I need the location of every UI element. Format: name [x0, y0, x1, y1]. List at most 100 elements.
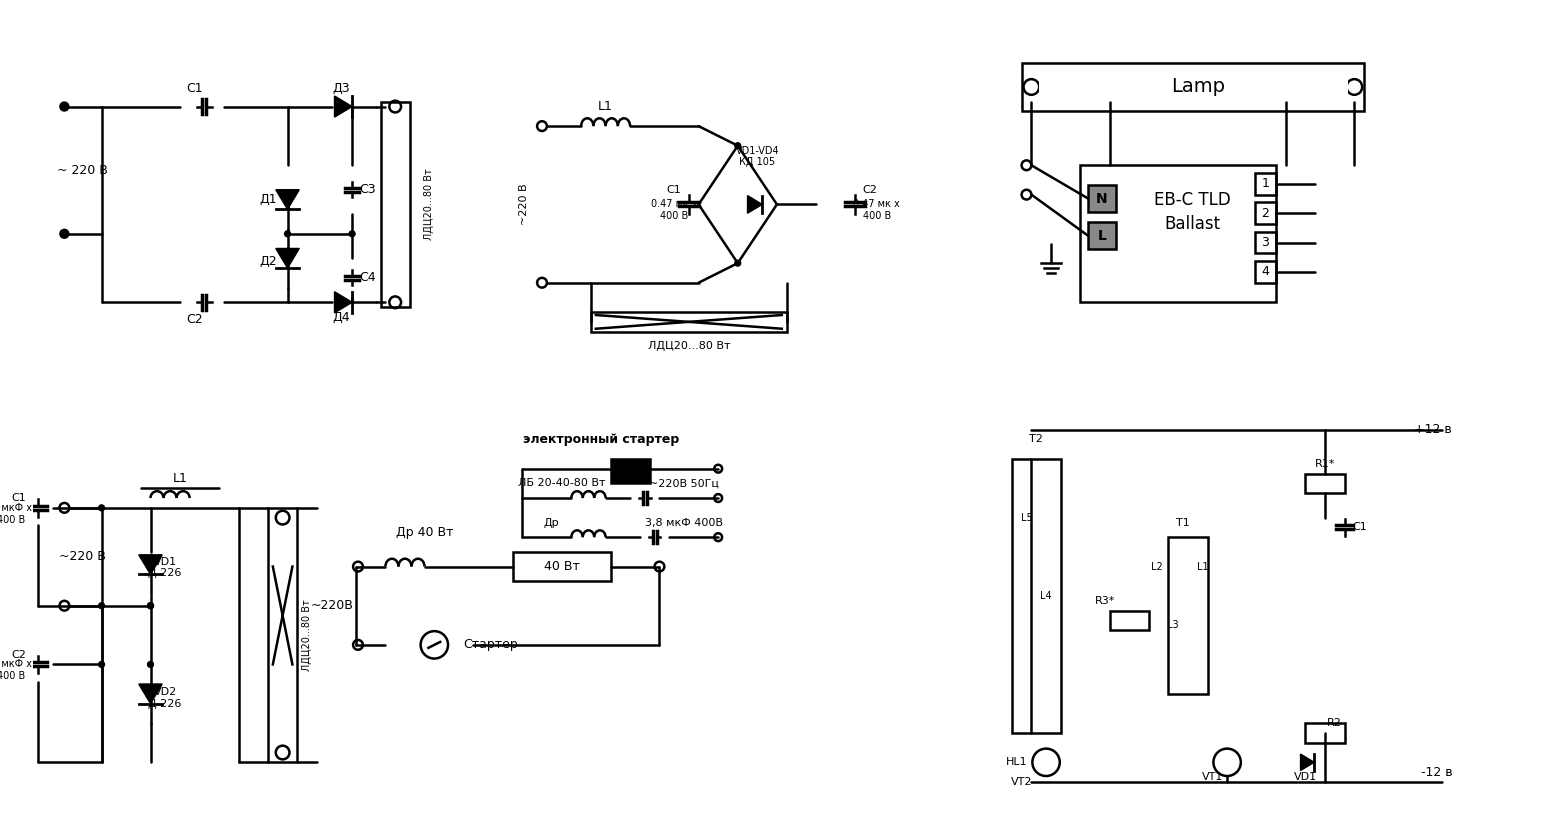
Text: Д 226: Д 226 [148, 698, 182, 708]
Bar [1081, 166, 1277, 302]
Circle shape [285, 231, 291, 237]
Text: VD1: VD1 [154, 557, 177, 566]
Text: С4: С4 [359, 272, 376, 284]
Text: С2: С2 [11, 650, 26, 659]
Bar [1255, 173, 1277, 195]
Polygon shape [748, 196, 762, 213]
Text: 400 В: 400 В [863, 211, 891, 221]
Text: +12 в: +12 в [1415, 423, 1452, 436]
Text: 400 В: 400 В [0, 515, 25, 525]
Circle shape [736, 143, 740, 149]
Polygon shape [138, 684, 162, 703]
Text: Д3: Д3 [333, 82, 350, 95]
Text: Д2: Д2 [260, 255, 277, 268]
Text: ЛБ 20-40-80 Вт: ЛБ 20-40-80 Вт [518, 478, 605, 488]
Text: L3: L3 [1168, 620, 1179, 630]
Text: ~220 В: ~220 В [59, 550, 106, 563]
Text: 2 мкФ х: 2 мкФ х [0, 503, 31, 512]
Text: L: L [1098, 228, 1106, 242]
Text: С3: С3 [359, 184, 376, 196]
Polygon shape [275, 190, 299, 210]
Text: С2: С2 [863, 184, 877, 195]
Text: 1: 1 [1261, 177, 1269, 190]
Circle shape [61, 103, 68, 110]
Text: 0.47 мк х: 0.47 мк х [650, 199, 698, 210]
Text: T2: T2 [1029, 434, 1043, 445]
Text: L2: L2 [1151, 561, 1163, 571]
Text: 400 В: 400 В [0, 672, 25, 681]
Text: T1: T1 [1176, 517, 1190, 527]
Bar [1110, 610, 1149, 630]
Text: 2: 2 [1261, 206, 1269, 220]
Text: VD1: VD1 [1294, 772, 1317, 782]
Bar [1255, 261, 1277, 282]
Text: ~220В 50Гц: ~220В 50Гц [648, 478, 718, 488]
Text: VD2: VD2 [154, 687, 177, 697]
Text: С2: С2 [187, 313, 202, 326]
Circle shape [98, 603, 104, 609]
Circle shape [148, 603, 154, 609]
Polygon shape [138, 555, 162, 574]
Polygon shape [1300, 754, 1314, 770]
Bar [1088, 222, 1115, 250]
Text: EB-C TLD: EB-C TLD [1154, 190, 1232, 209]
Text: L4: L4 [1040, 591, 1051, 601]
Text: L1: L1 [173, 472, 187, 485]
Text: Стартер: Стартер [463, 638, 518, 651]
Text: 40 Вт: 40 Вт [544, 560, 580, 573]
Text: Lamp: Lamp [1171, 78, 1225, 96]
Text: ЛДЦ20...80 Вт: ЛДЦ20...80 Вт [425, 169, 434, 240]
Text: R3*: R3* [1095, 596, 1115, 605]
Text: VD1-VD4: VD1-VD4 [736, 145, 779, 156]
Text: 2 мкФ х: 2 мкФ х [0, 659, 31, 669]
Polygon shape [275, 248, 299, 268]
Text: электронный стартер: электронный стартер [522, 432, 680, 446]
Bar [513, 552, 611, 581]
Circle shape [148, 603, 154, 609]
Circle shape [98, 662, 104, 667]
Circle shape [61, 230, 68, 237]
Polygon shape [334, 292, 351, 313]
Circle shape [350, 231, 355, 237]
Text: C1: C1 [1351, 522, 1367, 532]
Text: КД 105: КД 105 [739, 157, 776, 167]
Bar [1305, 473, 1345, 493]
Bar [1088, 185, 1115, 212]
Text: L1: L1 [1197, 561, 1208, 571]
Text: 4: 4 [1261, 265, 1269, 278]
Text: ЛДЦ20...80 Вт: ЛДЦ20...80 Вт [302, 599, 313, 671]
Text: Ballast: Ballast [1165, 215, 1221, 233]
Text: 3: 3 [1261, 236, 1269, 249]
Text: L1: L1 [599, 100, 613, 113]
Text: ~ 220 В: ~ 220 В [56, 164, 107, 177]
Text: С1: С1 [187, 82, 202, 95]
Bar [267, 508, 297, 762]
Text: HL1: HL1 [1006, 757, 1028, 767]
Bar [1039, 68, 1348, 100]
Text: N: N [1096, 192, 1107, 206]
Text: VT2: VT2 [1011, 777, 1033, 787]
Text: VT1: VT1 [1202, 772, 1224, 782]
Bar [1255, 232, 1277, 253]
Bar [1168, 537, 1208, 694]
Text: Др 40 Вт: Др 40 Вт [397, 526, 454, 539]
Text: ЛДЦ20...80 Вт: ЛДЦ20...80 Вт [647, 341, 729, 352]
Text: R1*: R1* [1316, 459, 1336, 468]
Circle shape [148, 662, 154, 667]
Text: С1: С1 [667, 184, 681, 195]
Bar [1012, 459, 1061, 733]
Text: Д4: Д4 [333, 312, 350, 325]
Bar [381, 102, 411, 307]
Bar [1255, 202, 1277, 224]
Text: Д 226: Д 226 [148, 569, 182, 579]
Text: 3,8 мкФ 400В: 3,8 мкФ 400В [645, 517, 723, 527]
Text: Др: Др [544, 517, 560, 527]
Text: ~220 В: ~220 В [519, 184, 529, 225]
Bar [1022, 63, 1364, 112]
Polygon shape [334, 96, 351, 118]
Text: Д1: Д1 [260, 193, 277, 206]
Circle shape [98, 505, 104, 511]
Bar [591, 312, 787, 331]
Text: L5: L5 [1020, 512, 1033, 522]
Bar [611, 459, 650, 483]
